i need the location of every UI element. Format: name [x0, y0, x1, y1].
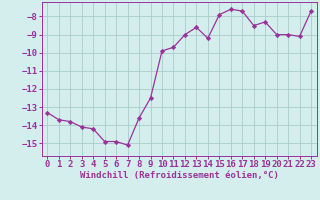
X-axis label: Windchill (Refroidissement éolien,°C): Windchill (Refroidissement éolien,°C) — [80, 171, 279, 180]
